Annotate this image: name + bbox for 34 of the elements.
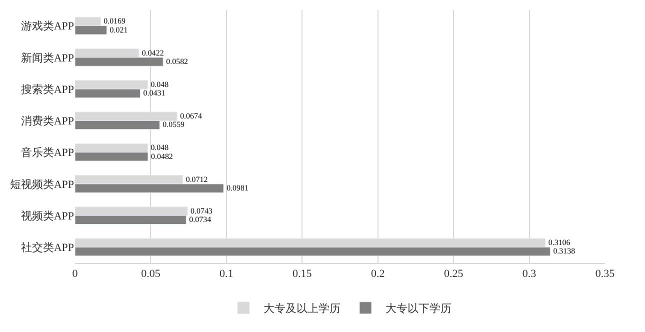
x-tick-label: 0.2 bbox=[370, 268, 385, 280]
data-label: 0.021 bbox=[110, 25, 128, 34]
data-label: 0.0431 bbox=[143, 88, 166, 98]
data-label: 0.0559 bbox=[162, 120, 185, 130]
data-label: 0.0712 bbox=[186, 174, 208, 184]
y-tick-label: 音乐类APP bbox=[20, 146, 74, 160]
legend-label: 大专以下学历 bbox=[386, 302, 452, 316]
data-label: 0.048 bbox=[150, 143, 169, 152]
y-tick-label: 搜索类APP bbox=[20, 82, 74, 96]
data-label: 0.048 bbox=[150, 80, 169, 89]
data-label: 0.0743 bbox=[190, 206, 212, 216]
x-tick-label: 0.05 bbox=[141, 268, 161, 280]
data-label: 0.3138 bbox=[553, 246, 576, 256]
data-label: 0.0422 bbox=[142, 48, 164, 58]
data-label: 0.0981 bbox=[226, 183, 248, 192]
legend-label: 大专及以上学历 bbox=[264, 302, 340, 316]
x-tick-label: 0.1 bbox=[220, 268, 234, 280]
x-tick-label: 0 bbox=[72, 268, 78, 280]
data-label: 0.3106 bbox=[548, 238, 570, 248]
data-label: 0.0169 bbox=[104, 16, 126, 26]
x-tick-label: 0.35 bbox=[595, 268, 616, 280]
y-tick-label: 视频类APP bbox=[20, 209, 74, 222]
data-label: 0.0734 bbox=[189, 215, 212, 224]
data-label: 0.0482 bbox=[150, 152, 173, 161]
y-tick-label: 消费类APP bbox=[20, 114, 74, 128]
x-tick-label: 0.3 bbox=[522, 268, 537, 280]
data-label: 0.0674 bbox=[180, 112, 202, 121]
x-tick-label: 0.15 bbox=[292, 268, 312, 280]
y-tick-label: 新闻类APP bbox=[20, 51, 74, 64]
y-tick-label: 短视频类APP bbox=[10, 178, 74, 191]
y-tick-label: 社交类APP bbox=[20, 241, 74, 254]
x-tick-label: 0.25 bbox=[444, 268, 464, 280]
data-label: 0.0582 bbox=[166, 56, 188, 66]
y-tick-label: 游戏类APP bbox=[20, 20, 74, 33]
